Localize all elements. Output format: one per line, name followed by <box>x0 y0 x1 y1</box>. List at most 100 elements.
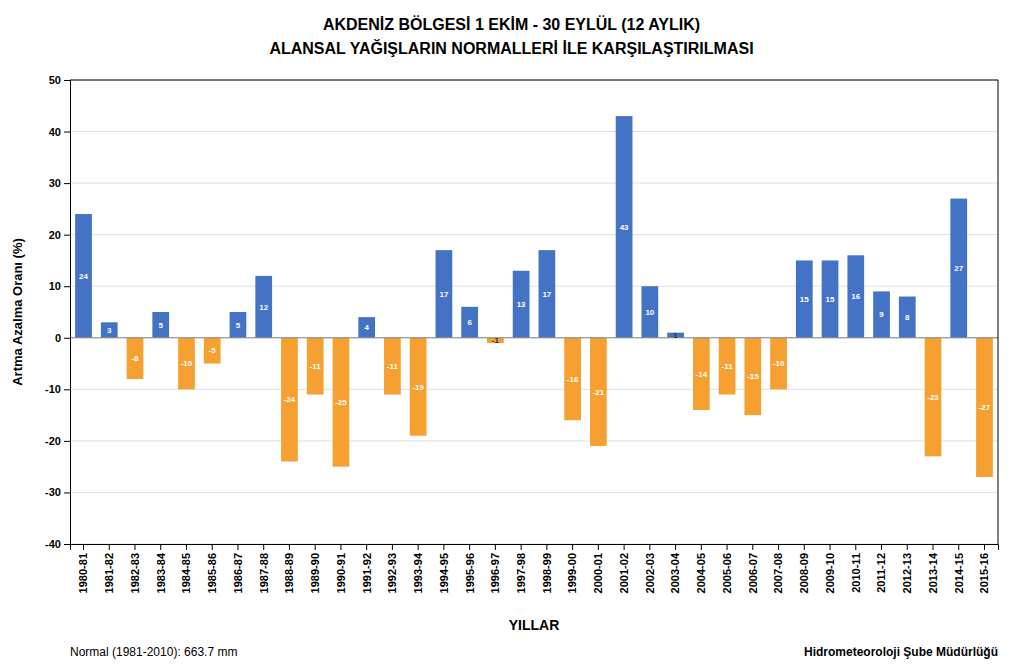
bar <box>333 338 350 467</box>
tick: 2007-08 <box>772 544 784 593</box>
tick-mark <box>855 544 856 550</box>
tick-label: 1988-89 <box>283 553 295 593</box>
tick: 40 <box>49 126 70 138</box>
tick: 2014-15 <box>953 544 965 593</box>
tick-label: 2003-04 <box>669 552 681 593</box>
tick: 20 <box>49 229 70 241</box>
chart: AKDENİZ BÖLGESİ 1 EKİM - 30 EYLÜL (12 AY… <box>0 0 1023 669</box>
y-axis: -40-30-20-1001020304050 <box>45 74 70 550</box>
bar <box>744 338 761 415</box>
bar <box>641 286 658 338</box>
data-label: 12 <box>259 303 268 312</box>
y-axis-title: Artma Azalma Oranı (%) <box>10 238 25 386</box>
tick: 1992-93 <box>386 544 398 593</box>
tick: 1999-00 <box>566 544 578 593</box>
data-label: 16 <box>851 292 860 301</box>
bar <box>976 338 993 477</box>
data-label: -16 <box>567 375 579 384</box>
data-label: -1 <box>492 336 500 345</box>
data-label: -8 <box>131 354 139 363</box>
tick: 2006-07 <box>747 544 759 593</box>
tick-mark <box>649 544 650 550</box>
x-axis: 1980-811981-821982-831983-841984-851985-… <box>71 544 999 593</box>
tick: 1980-81 <box>77 544 89 593</box>
tick-label: 1984-85 <box>180 553 192 593</box>
data-label: -14 <box>696 370 708 379</box>
tick: 2013-14 <box>927 544 939 593</box>
bar <box>436 250 453 338</box>
tick: 1997-98 <box>515 544 527 593</box>
tick: 2002-03 <box>644 544 656 593</box>
tick-label: 2012-13 <box>901 553 913 593</box>
bar <box>796 260 813 337</box>
tick-label: 1991-92 <box>361 553 373 593</box>
data-label: -11 <box>387 362 399 371</box>
grid-line <box>70 337 998 338</box>
data-label: 5 <box>236 321 241 330</box>
tick-label: 2008-09 <box>798 553 810 593</box>
bar <box>513 271 530 338</box>
data-label: -5 <box>209 346 217 355</box>
tick: 2008-09 <box>798 544 810 593</box>
data-label: 24 <box>79 272 88 281</box>
tick: 2000-01 <box>592 544 604 593</box>
tick-label: 2014-15 <box>953 553 965 593</box>
tick-mark <box>64 544 70 545</box>
tick: 1981-82 <box>103 544 115 593</box>
tick-label: 1987-88 <box>258 553 270 593</box>
data-label: -11 <box>722 362 734 371</box>
tick-mark <box>701 544 702 550</box>
tick: 2001-02 <box>618 544 630 593</box>
tick-label: 1986-87 <box>232 553 244 593</box>
bar <box>281 338 298 462</box>
bar <box>152 312 169 338</box>
data-label: -15 <box>747 372 759 381</box>
bar <box>230 312 247 338</box>
tick-label: 1995-96 <box>463 553 475 593</box>
tick-label: 2011-12 <box>875 553 887 593</box>
data-label: -21 <box>593 388 605 397</box>
grid-line <box>70 131 998 132</box>
tick: -40 <box>45 538 70 550</box>
data-labels: 243-85-10-5512-24-11-254-11-19176-11317-… <box>79 223 991 412</box>
tick-label: 2000-01 <box>592 553 604 593</box>
tick-mark <box>263 544 264 550</box>
tick-label: 1999-00 <box>566 553 578 593</box>
bar <box>564 338 581 420</box>
data-label: -10 <box>773 359 785 368</box>
tick-mark <box>418 544 419 550</box>
tick: 1988-89 <box>283 544 295 593</box>
tick-mark <box>340 544 341 550</box>
tick-mark <box>958 544 959 550</box>
tick-mark <box>134 544 135 550</box>
bar <box>590 338 607 446</box>
tick-label: 2004-05 <box>695 553 707 593</box>
tick: 1984-85 <box>180 544 192 593</box>
grid-line <box>70 183 998 184</box>
axis-line <box>71 545 999 551</box>
tick-mark <box>64 338 70 339</box>
tick: 1994-95 <box>438 544 450 593</box>
title: AKDENİZ BÖLGESİ 1 EKİM - 30 EYLÜL (12 AY… <box>323 15 700 33</box>
tick-mark <box>64 235 70 236</box>
data-label: 17 <box>439 290 448 299</box>
tick-label: -10 <box>45 383 61 395</box>
tick-label: 1990-91 <box>335 553 347 593</box>
tick-label: 2001-02 <box>618 553 630 593</box>
bar <box>178 338 195 390</box>
tick: 1993-94 <box>412 544 424 593</box>
tick-mark <box>315 544 316 550</box>
plot: -40-30-20-10010203040501980-811981-82198… <box>45 74 998 593</box>
data-label: -19 <box>412 383 424 392</box>
tick: 30 <box>49 177 70 189</box>
tick-label: 1985-86 <box>206 553 218 593</box>
tick: 1996-97 <box>489 544 501 593</box>
tick-mark <box>366 544 367 550</box>
bar <box>693 338 710 410</box>
tick: 1985-86 <box>206 544 218 593</box>
tick-mark <box>778 544 779 550</box>
tick-label: 2005-06 <box>721 553 733 593</box>
x-axis-title: YILLAR <box>509 617 560 633</box>
bar <box>307 338 324 395</box>
tick: 0 <box>55 332 70 344</box>
